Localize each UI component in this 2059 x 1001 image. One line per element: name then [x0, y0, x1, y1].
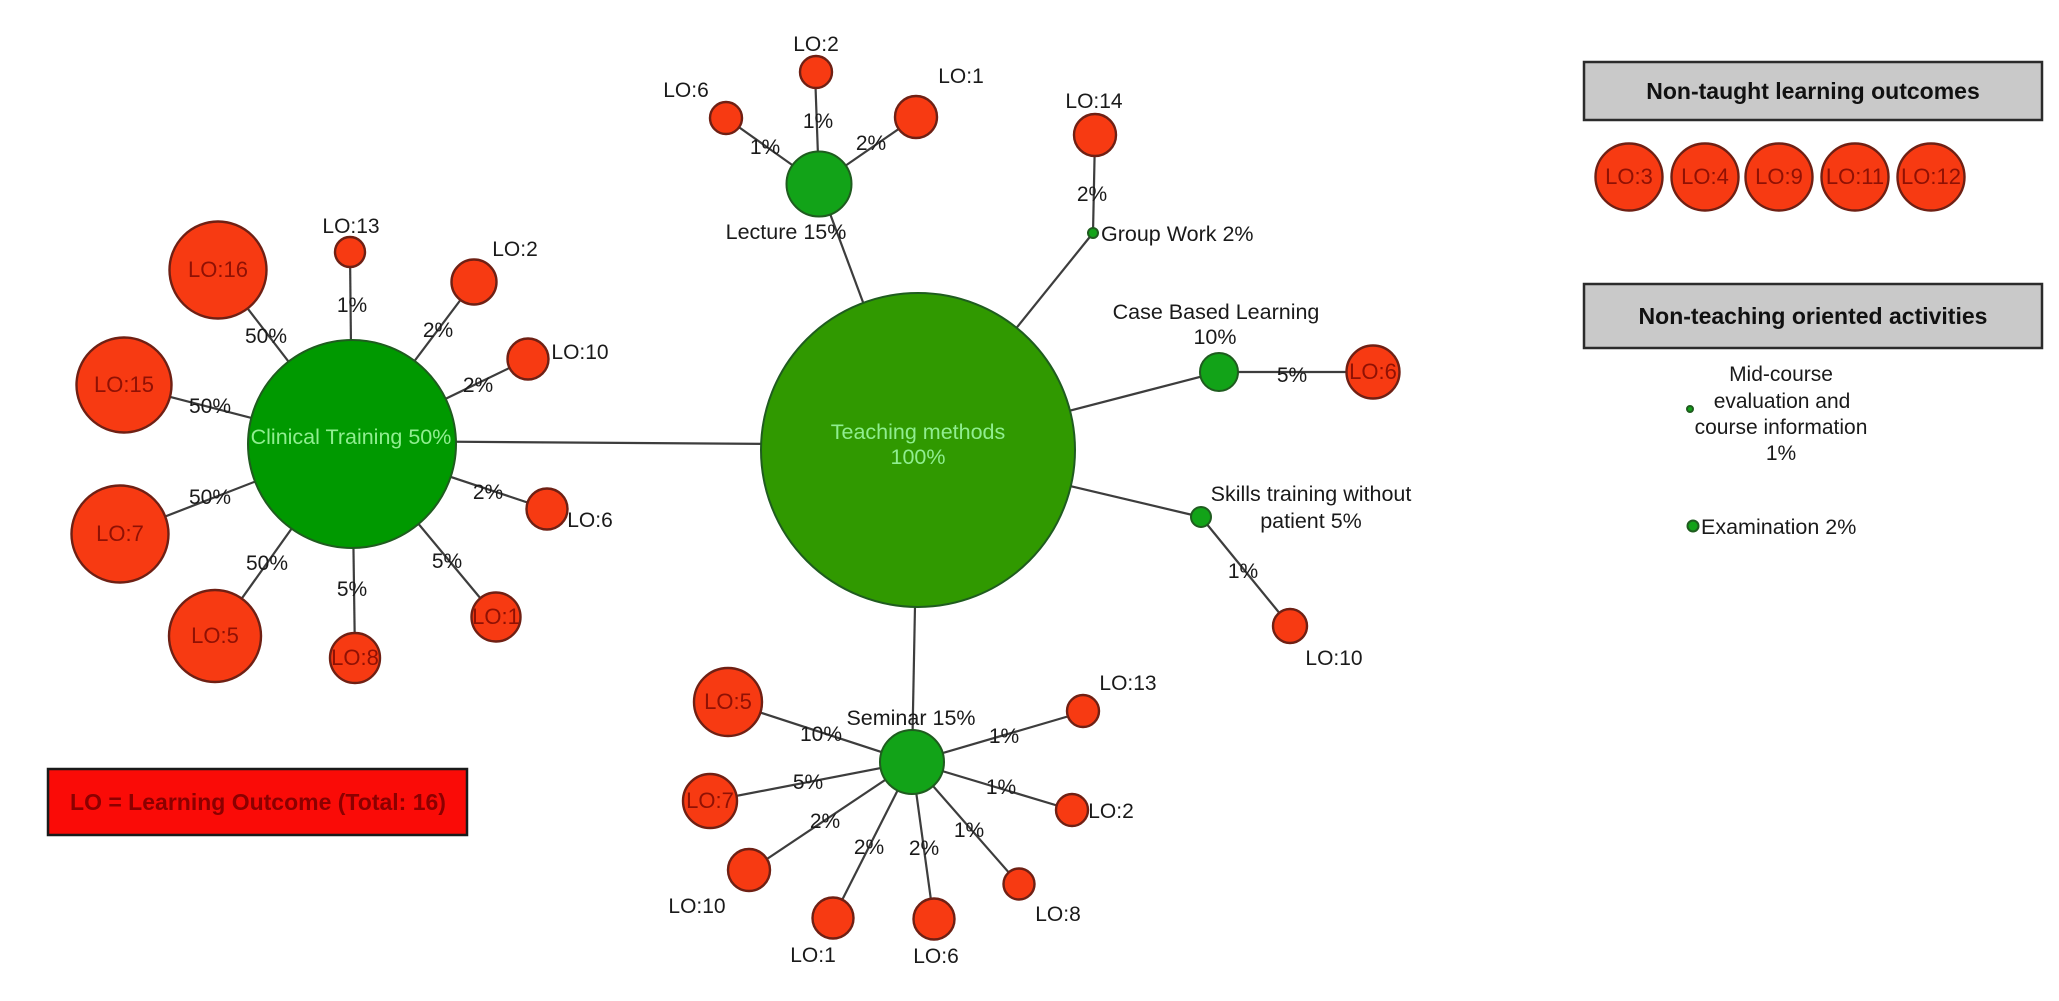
svg-text:1%: 1% — [954, 819, 984, 842]
svg-text:Clinical Training 50%: Clinical Training 50% — [251, 425, 452, 449]
svg-text:50%: 50% — [245, 325, 287, 348]
svg-text:2%: 2% — [1077, 183, 1107, 206]
svg-text:Seminar 15%: Seminar 15% — [846, 706, 975, 730]
svg-text:LO:6: LO:6 — [1349, 359, 1397, 384]
svg-text:LO:14: LO:14 — [1065, 90, 1123, 113]
svg-text:Mid-course: Mid-course — [1729, 363, 1833, 386]
svg-text:2%: 2% — [473, 481, 503, 504]
svg-text:LO = Learning Outcome (Total:: LO = Learning Outcome (Total: 16) — [70, 789, 446, 815]
svg-text:10%: 10% — [1193, 325, 1236, 349]
svg-text:LO:9: LO:9 — [1755, 164, 1803, 189]
svg-text:LO:3: LO:3 — [1605, 164, 1653, 189]
svg-text:LO:5: LO:5 — [704, 689, 752, 714]
svg-text:LO:6: LO:6 — [913, 945, 959, 968]
svg-text:Teaching methods: Teaching methods — [831, 420, 1006, 444]
svg-text:1%: 1% — [1228, 560, 1258, 583]
svg-text:LO:8: LO:8 — [331, 645, 379, 670]
svg-text:LO:8: LO:8 — [1035, 903, 1081, 926]
svg-text:50%: 50% — [189, 395, 231, 418]
svg-text:5%: 5% — [793, 771, 823, 794]
svg-text:LO:2: LO:2 — [492, 238, 538, 261]
svg-text:LO:1: LO:1 — [472, 604, 520, 629]
svg-text:50%: 50% — [246, 552, 288, 575]
svg-text:1%: 1% — [337, 294, 367, 317]
svg-text:Skills training without: Skills training without — [1211, 482, 1412, 506]
svg-text:LO:1: LO:1 — [938, 65, 984, 88]
svg-text:2%: 2% — [423, 319, 453, 342]
svg-text:LO:16: LO:16 — [188, 257, 248, 282]
svg-text:1%: 1% — [803, 110, 833, 133]
svg-text:2%: 2% — [856, 132, 886, 155]
svg-text:Case Based Learning: Case Based Learning — [1113, 300, 1320, 324]
svg-text:5%: 5% — [337, 578, 367, 601]
svg-text:LO:2: LO:2 — [1088, 800, 1134, 823]
svg-text:LO:13: LO:13 — [322, 215, 379, 238]
svg-text:LO:7: LO:7 — [96, 521, 144, 546]
svg-text:50%: 50% — [189, 486, 231, 509]
svg-text:LO:10: LO:10 — [551, 341, 608, 364]
svg-text:patient 5%: patient 5% — [1260, 509, 1362, 533]
svg-text:evaluation and: evaluation and — [1714, 390, 1851, 413]
svg-text:2%: 2% — [810, 810, 840, 833]
svg-text:100%: 100% — [891, 445, 946, 469]
svg-text:2%: 2% — [463, 374, 493, 397]
svg-text:LO:12: LO:12 — [1901, 164, 1961, 189]
svg-text:Group Work 2%: Group Work 2% — [1101, 222, 1254, 246]
svg-text:LO:15: LO:15 — [94, 372, 154, 397]
svg-text:Non-teaching oriented activiti: Non-teaching oriented activities — [1639, 303, 1988, 329]
svg-text:2%: 2% — [909, 837, 939, 860]
svg-text:1%: 1% — [750, 136, 780, 159]
svg-text:course information: course information — [1695, 416, 1868, 439]
svg-text:5%: 5% — [1277, 364, 1307, 387]
svg-text:LO:10: LO:10 — [668, 895, 725, 918]
svg-text:LO:6: LO:6 — [567, 509, 613, 532]
svg-text:Lecture 15%: Lecture 15% — [726, 220, 847, 244]
svg-text:5%: 5% — [432, 550, 462, 573]
svg-text:1%: 1% — [989, 725, 1019, 748]
svg-text:1%: 1% — [1766, 442, 1796, 465]
svg-text:LO:11: LO:11 — [1826, 164, 1884, 189]
svg-text:Examination 2%: Examination 2% — [1701, 515, 1856, 539]
svg-text:LO:1: LO:1 — [790, 944, 836, 967]
svg-text:LO:5: LO:5 — [191, 623, 239, 648]
svg-text:2%: 2% — [854, 836, 884, 859]
svg-text:LO:7: LO:7 — [686, 788, 734, 813]
svg-text:1%: 1% — [986, 776, 1016, 799]
svg-text:LO:2: LO:2 — [793, 33, 839, 56]
svg-text:LO:6: LO:6 — [663, 79, 709, 102]
svg-text:Non-taught learning outcomes: Non-taught learning outcomes — [1646, 78, 1980, 104]
svg-text:LO:13: LO:13 — [1099, 672, 1156, 695]
svg-text:LO:10: LO:10 — [1305, 647, 1362, 670]
svg-text:10%: 10% — [800, 723, 842, 746]
svg-text:LO:4: LO:4 — [1681, 164, 1729, 189]
